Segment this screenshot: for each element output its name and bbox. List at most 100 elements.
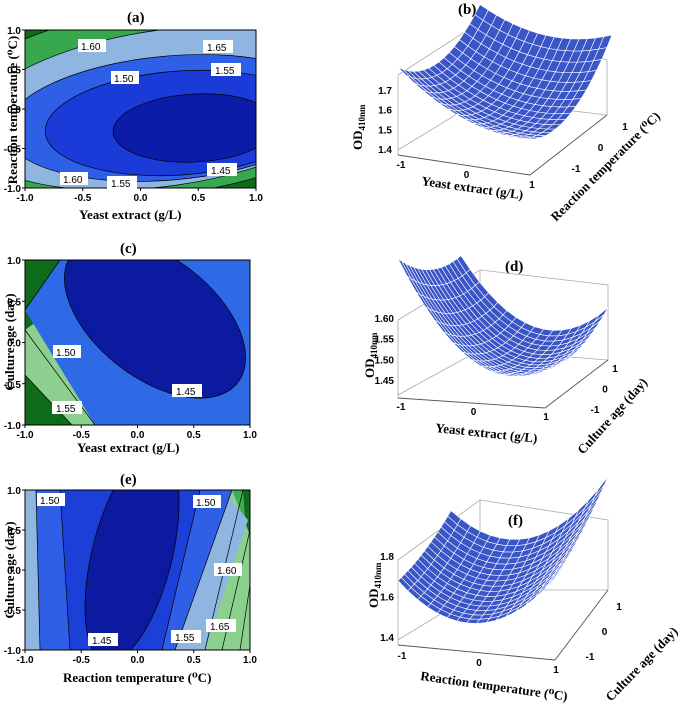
z-tick-label: 1.8 [380,552,394,563]
panel-d-ylabel: Culture age (day) [574,375,650,457]
contour-label: 1.55 [107,176,137,190]
contour-label: 1.65 [206,619,236,633]
panel-f-zlabel: OD410nm [366,562,383,608]
x-tick-label: -1 [397,160,406,171]
x-tick-label: 1.0 [243,655,257,666]
y-tick-label: -1 [586,652,595,663]
panel-b-zlabel: OD410nm [350,104,367,150]
x-tick-label: -1.0 [16,655,34,666]
y-tick-label: 1 [616,602,622,613]
x-tick-label: -0.5 [73,430,91,441]
contour-band-min [84,490,180,650]
z-tick-label: 1.60 [375,314,395,325]
y-tick-label: -1 [591,405,600,416]
y-tick-label: -1.0 [4,646,22,657]
y-tick-label: 1 [622,122,628,133]
svg-text:1.55: 1.55 [215,66,235,77]
contour-line [25,30,256,188]
y-tick-label: 1.0 [7,26,21,37]
x-tick-label: 0 [464,170,470,181]
zlabel-main: OD [350,131,365,151]
panel-d-zlabel: OD410nm [362,332,379,378]
x-tick-label: 0.5 [187,430,201,441]
panel-d-xlabel: Yeast extract (g/L) [435,420,539,446]
panel-f-ticks: 1.4 1.6 1.8 -1 0 1 -1 0 1 [380,552,622,676]
panel-d: (d) 1.451.501.551.60-1 0 1-101 OD410nm Yea… [362,255,650,457]
panel-f-xlabel: Reaction temperature (⁰C) [420,668,569,704]
contour-label: 1.50 [37,493,65,507]
svg-text:1.55: 1.55 [111,179,131,190]
panel-c-contour-fill [25,260,250,425]
panel-a: (a) 1.60 1.65 1.50 1.55 1.45 1.60 1.55 -… [4,10,264,222]
contour-band-min [64,260,246,399]
contour-label: 1.60 [214,563,242,577]
zlabel-sub: 410nm [357,104,367,131]
svg-text:1.55: 1.55 [175,633,195,644]
x-tick-label: 0.0 [134,193,148,204]
x-tick-label: 1 [543,412,549,423]
contour-line [25,54,256,182]
panel-e-xlabel: Reaction temperature (⁰C) [63,670,211,685]
panel-f-title: (f) [508,513,523,529]
contour-label: 1.55 [52,401,82,415]
x-tick-label: 1 [529,180,535,191]
svg-text:1.50: 1.50 [196,498,216,509]
panel-d-ticks: 1.451.501.551.60-1 0 1-101 [375,314,619,423]
contour-line [25,329,96,425]
x-tick-label: 1 [553,665,559,676]
contour-label: 1.60 [78,39,106,53]
contour-label: 1.45 [207,163,237,177]
panel-c-title: (c) [120,241,137,257]
panel-c-xlabel: Yeast extract (g/L) [77,440,180,455]
z-tick-label: 1.7 [378,86,392,97]
panel-a-ticks: -1.0 -0.5 0.0 0.5 1.0 -1.0 -0.5 0.0 0.5 1.0 [4,26,264,204]
panel-c: (c) 1.50 1.45 1.55 -1.0 -0.5 0.0 0.5 1.0-1.0… [2,241,257,455]
contour-line [44,69,256,177]
y-tick-label: -1.0 [4,184,22,195]
contour-line [174,490,233,650]
z-tick-label: 1.50 [375,355,395,366]
z-tick-label: 1.4 [378,145,392,156]
panel-a-ylabel: Reaction temperature (⁰C) [5,36,20,184]
panel-e-ticks: -1.0 -0.5 0.0 0.5 1.0 -1.0 -0.5 0.0 0.5 1.0 [4,486,258,666]
y-tick-label: 0.0 [7,105,21,116]
panel-e: (e) 1.50 1.50 1.60 1.65 1.55 1.45 -1.0 -0… [2,472,258,685]
panel-d-title: (d) [505,259,523,275]
y-tick-label: 0.5 [7,66,21,77]
svg-text:1.45: 1.45 [176,387,196,398]
contour-line [35,490,41,650]
zlabel-main: OD [366,589,381,609]
contour-line [25,374,73,425]
svg-text:1.60: 1.60 [63,175,83,186]
panel-a-contour-fill [25,30,256,188]
x-tick-label: -1 [397,402,406,413]
z-tick-label: 1.4 [380,633,394,644]
x-tick-label: -0.5 [74,193,92,204]
y-tick-label: 0.0 [7,566,21,577]
y-tick-label: 1 [612,364,618,375]
contour-label: 1.45 [172,384,202,398]
panel-b: (b) 1.4 1.5 1.6 1.7 -1 0 1 -1 0 1 OD410nm Yeast e… [350,2,663,224]
contour-label: 1.45 [88,633,118,647]
y-tick-label: 0 [598,143,604,154]
contour-band-min [112,93,256,163]
y-tick-label: -0.5 [4,145,22,156]
y-tick-label: 0.0 [7,339,21,350]
z-tick-label: 1.6 [380,593,394,604]
panel-e-ylabel: Culture age (day) [2,521,17,618]
x-tick-label: -1 [398,651,407,662]
y-tick-label: 0.5 [7,297,21,308]
panel-b-xlabel: Yeast extract (g/L) [421,173,525,202]
y-tick-label: -0.5 [4,380,22,391]
panel-f-axes-front [397,589,609,661]
z-tick-label: 1.55 [375,335,395,346]
x-tick-label: -0.5 [73,655,91,666]
z-tick-label: 1.45 [375,376,395,387]
x-tick-label: 0 [471,407,477,418]
contour-label: 1.65 [203,40,233,54]
contour-label: 1.60 [60,172,88,186]
panel-d-surface [397,255,609,378]
contour-label: 1.55 [171,630,201,644]
zlabel-sub: 410nm [373,562,383,589]
y-tick-label: -1.0 [4,421,22,432]
